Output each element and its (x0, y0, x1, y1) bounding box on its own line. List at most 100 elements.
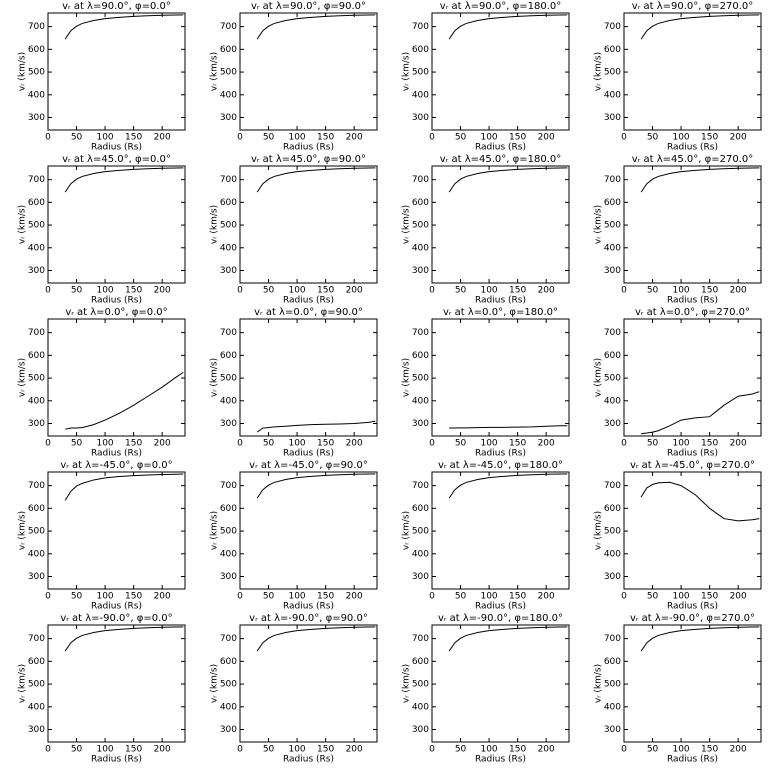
plot-area (256, 420, 376, 433)
x-tick-label: 200 (538, 745, 555, 755)
x-tick-label: 100 (672, 286, 689, 296)
x-tick-label: 50 (263, 286, 275, 296)
y-axis-label: vᵣ (km/s) (18, 52, 28, 91)
x-axis-label: Radius (Rs) (91, 755, 142, 765)
y-tick-label: 400 (412, 243, 429, 253)
panel: vᵣ at λ=45.0°, φ=270.0° Radius (Rs) vᵣ (km… (594, 154, 762, 306)
data-line (64, 473, 184, 501)
x-tick-label: 0 (237, 133, 243, 143)
x-axis-label: Radius (Rs) (475, 602, 526, 612)
panel: vᵣ at λ=-45.0°, φ=0.0° Radius (Rs) vᵣ (km/… (18, 460, 186, 612)
y-axis-label: vᵣ (km/s) (210, 205, 220, 244)
x-tick-label: 200 (154, 439, 171, 449)
y-tick-label: 300 (412, 266, 429, 276)
y-tick-label: 700 (28, 481, 45, 491)
x-tick-label: 0 (45, 745, 51, 755)
y-tick-label: 700 (28, 22, 45, 32)
plot-area (64, 626, 184, 652)
chart-title: vᵣ at λ=-90.0°, φ=0.0° (60, 613, 172, 624)
y-tick-label: 400 (220, 90, 237, 100)
x-tick-label: 200 (346, 133, 363, 143)
x-tick-label: 200 (538, 133, 555, 143)
plot-frame (623, 471, 762, 590)
y-tick-label: 300 (220, 725, 237, 735)
plot-frame (239, 318, 378, 437)
y-axis-label: vᵣ (km/s) (594, 664, 604, 703)
panel: vᵣ at λ=90.0°, φ=90.0° Radius (Rs) vᵣ (km/… (210, 1, 378, 153)
y-tick-label: 500 (28, 221, 45, 231)
data-line (256, 167, 376, 193)
x-tick-label: 0 (237, 592, 243, 602)
x-tick-label: 200 (346, 439, 363, 449)
panel: vᵣ at λ=0.0°, φ=180.0° Radius (Rs) vᵣ (km/… (402, 307, 570, 459)
x-tick-label: 150 (701, 286, 718, 296)
x-tick-label: 0 (621, 286, 627, 296)
y-tick-label: 600 (220, 351, 237, 361)
x-tick-label: 50 (71, 133, 83, 143)
x-tick-label: 150 (509, 439, 526, 449)
y-axis-label: vᵣ (km/s) (18, 511, 28, 550)
x-tick-label: 150 (317, 286, 334, 296)
y-tick-label: 600 (412, 351, 429, 361)
y-tick-label: 500 (604, 68, 621, 78)
plot-area (640, 14, 760, 40)
panel: vᵣ at λ=0.0°, φ=90.0° Radius (Rs) vᵣ (km/s… (210, 307, 378, 459)
panel: vᵣ at λ=-45.0°, φ=270.0° Radius (Rs) vᵣ (k… (594, 460, 762, 612)
panel: vᵣ at λ=45.0°, φ=180.0° Radius (Rs) vᵣ (km… (402, 154, 570, 306)
y-tick-label: 700 (220, 481, 237, 491)
x-tick-label: 150 (125, 286, 142, 296)
y-tick-label: 300 (604, 572, 621, 582)
y-tick-label: 700 (28, 328, 45, 338)
plot-frame (623, 12, 762, 131)
x-axis-label: Radius (Rs) (91, 449, 142, 459)
x-tick-label: 100 (480, 439, 497, 449)
x-tick-label: 200 (154, 133, 171, 143)
y-tick-label: 700 (604, 175, 621, 185)
x-tick-label: 50 (71, 286, 83, 296)
y-tick-label: 500 (220, 68, 237, 78)
plot-area (640, 167, 760, 193)
y-axis-label: vᵣ (km/s) (18, 664, 28, 703)
x-tick-label: 200 (154, 286, 171, 296)
x-tick-label: 150 (701, 133, 718, 143)
data-line (449, 425, 568, 429)
y-tick-label: 300 (28, 113, 45, 123)
y-axis-label: vᵣ (km/s) (18, 358, 28, 397)
y-tick-label: 500 (220, 374, 237, 384)
y-tick-label: 500 (220, 221, 237, 231)
x-tick-label: 0 (237, 439, 243, 449)
plot-area (64, 167, 184, 193)
plot-area (256, 14, 376, 40)
x-tick-label: 50 (455, 286, 467, 296)
y-tick-label: 500 (604, 221, 621, 231)
plot-frame (431, 165, 570, 284)
data-line (256, 14, 376, 40)
x-tick-label: 100 (480, 592, 497, 602)
plot-frame (47, 471, 186, 590)
x-tick-label: 200 (346, 745, 363, 755)
y-axis-label: vᵣ (km/s) (210, 358, 220, 397)
y-tick-label: 700 (220, 175, 237, 185)
data-line (640, 626, 760, 652)
y-tick-label: 300 (220, 266, 237, 276)
panel: vᵣ at λ=90.0°, φ=180.0° Radius (Rs) vᵣ (km… (402, 1, 570, 153)
plot-area (64, 14, 184, 40)
x-tick-label: 200 (730, 745, 747, 755)
data-line (448, 14, 568, 40)
y-tick-label: 500 (412, 680, 429, 690)
plot-frame (239, 471, 378, 590)
data-line (256, 420, 376, 433)
plot-frame (431, 12, 570, 131)
y-tick-label: 300 (28, 419, 45, 429)
plot-frame (431, 318, 570, 437)
x-tick-label: 200 (730, 439, 747, 449)
x-axis-label: Radius (Rs) (283, 602, 334, 612)
x-tick-label: 50 (455, 133, 467, 143)
x-tick-label: 50 (71, 745, 83, 755)
x-tick-label: 200 (154, 745, 171, 755)
y-tick-label: 500 (220, 527, 237, 537)
y-tick-label: 600 (28, 45, 45, 55)
y-tick-label: 700 (412, 175, 429, 185)
y-tick-label: 500 (604, 680, 621, 690)
x-axis-label: Radius (Rs) (667, 602, 718, 612)
